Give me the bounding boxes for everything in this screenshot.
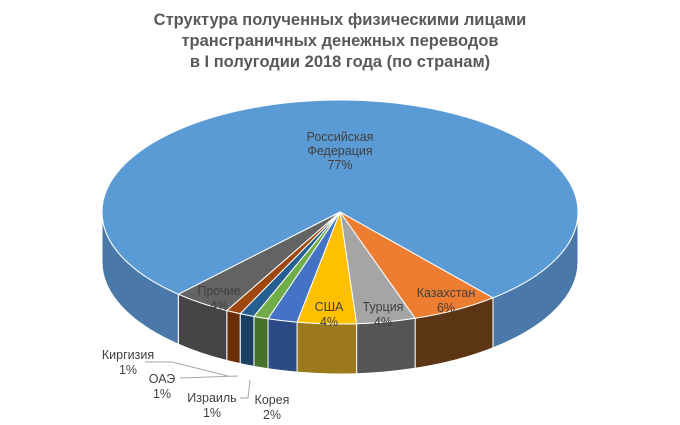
chart-title-line: трансграничных денежных переводов: [181, 32, 499, 50]
pie-side-5: [239, 313, 255, 368]
chart-title-line: Структура полученных физическими лицами: [153, 11, 527, 29]
label-others: Прочие: [197, 284, 240, 298]
pie-side-6: [226, 309, 241, 365]
label-usa-pct: 4%: [320, 315, 338, 329]
leader-line-israel: [240, 379, 251, 399]
label-russia: Российская Федерация: [307, 130, 374, 158]
label-turkey: Турция: [363, 300, 404, 314]
label-korea-pct: 2%: [263, 408, 281, 422]
label-uae: ОАЭ: [149, 372, 176, 386]
label-kazakhstan-pct: 6%: [437, 301, 455, 315]
label-korea: Корея: [255, 393, 290, 407]
label-israel-pct: 1%: [203, 406, 221, 420]
label-kyrgyzstan-pct: 1%: [119, 363, 137, 377]
leader-line-kyrgyzstan: [145, 361, 229, 377]
label-usa: США: [315, 300, 344, 314]
chart-title: Структура полученных физическими лицами …: [0, 10, 680, 73]
label-turkey-pct: 4%: [374, 315, 392, 329]
label-russia-pct: 77%: [327, 158, 352, 172]
chart-title-line: в I полугодии 2018 года (по странам): [189, 53, 491, 71]
label-uae-pct: 1%: [153, 387, 171, 401]
pie-side-2: [296, 321, 358, 375]
label-israel: Израиль: [187, 391, 236, 405]
pie-side-3: [267, 318, 298, 373]
label-others-pct: 4%: [210, 299, 228, 313]
leader-line-uae: [179, 375, 239, 379]
label-kyrgyzstan: Киргизия: [102, 348, 154, 362]
pie-slice-8: [101, 99, 579, 299]
pie-side-4: [253, 315, 269, 370]
label-kazakhstan: Казахстан: [417, 286, 476, 300]
